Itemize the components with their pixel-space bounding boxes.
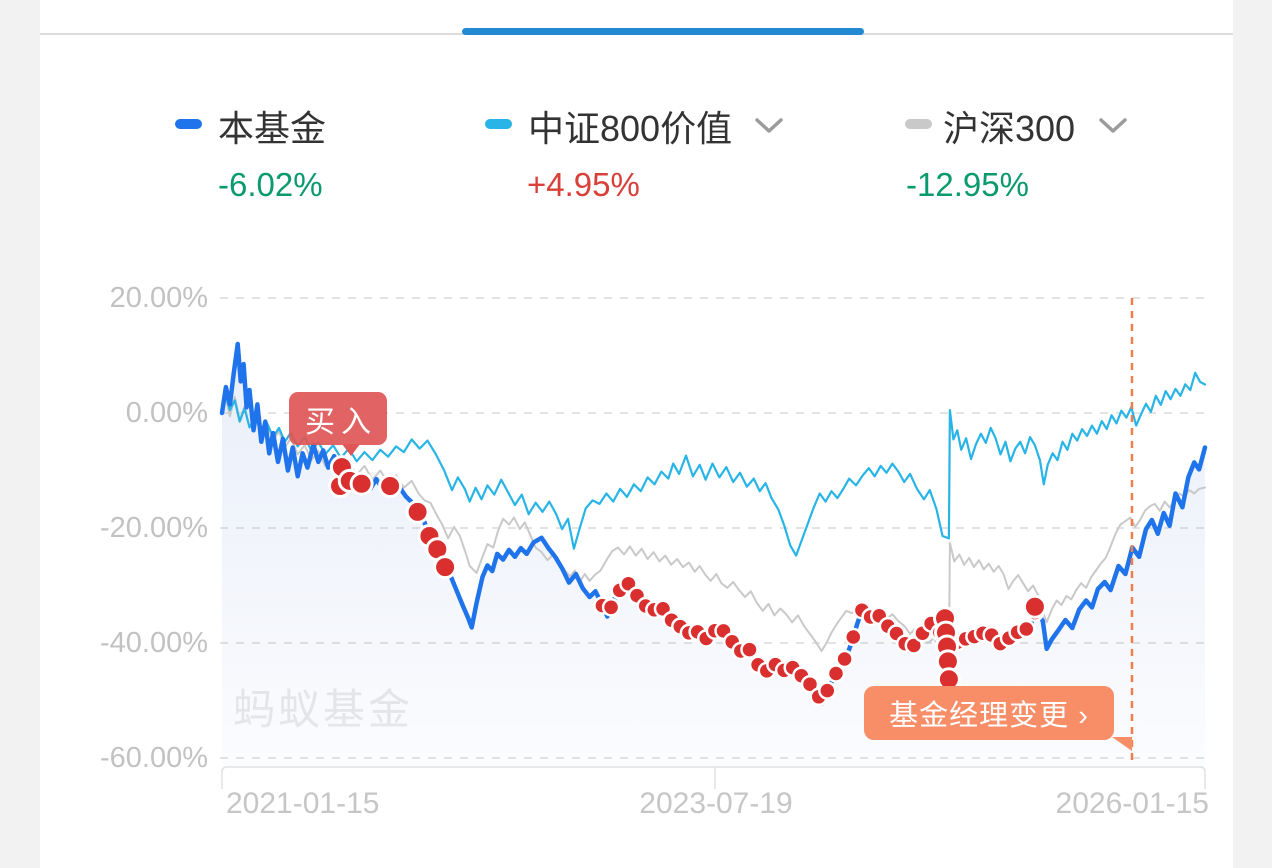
buy-trail-dot xyxy=(800,674,820,694)
buy-trail-dot xyxy=(740,640,759,659)
fund-line-marker xyxy=(175,119,202,129)
buy-trail-dot xyxy=(991,634,1010,653)
buy-marker-dot xyxy=(934,620,958,645)
buy-annotation-pointer xyxy=(342,444,360,456)
buy-marker-dot xyxy=(405,499,430,524)
buy-marker-dot xyxy=(433,555,458,580)
buy-trail-dot xyxy=(774,661,794,680)
manager-change-annotation[interactable]: 基金经理变更 › xyxy=(864,686,1132,751)
buy-trail-dot xyxy=(593,596,612,615)
buy-trail-dot xyxy=(766,655,785,674)
buy-trail-dot xyxy=(956,629,975,649)
buy-trail-dot xyxy=(671,617,690,636)
chevron-down-icon[interactable] xyxy=(754,116,784,140)
buy-trail-dot xyxy=(844,627,863,647)
manager-change-label: 基金经理变更 › xyxy=(889,700,1089,732)
x-axis xyxy=(221,766,1206,789)
fund-return-value: -6.02% xyxy=(218,166,323,203)
buy-trail-dot xyxy=(861,607,880,627)
buy-marker-dot xyxy=(933,606,957,631)
buy-marker-dot xyxy=(417,524,442,548)
buy-trail-dot xyxy=(792,666,811,685)
buy-trail-dot xyxy=(1025,603,1045,622)
buy-trail-dot xyxy=(930,623,950,642)
manager-change-pointer xyxy=(1112,737,1132,751)
buy-trail-dot xyxy=(852,600,872,620)
buy-marker-dot xyxy=(425,537,450,562)
y-tick-label: 0.00% xyxy=(125,397,208,429)
buy-marker-dot xyxy=(349,471,374,496)
y-tick-label: -20.00% xyxy=(99,512,208,544)
y-tick-label: 20.00% xyxy=(109,282,208,314)
buy-trail-dot xyxy=(999,628,1019,648)
buy-trail-dot xyxy=(921,614,941,633)
csi800value-legend-label: 中证800价值 xyxy=(528,108,733,149)
left-edge-strip xyxy=(0,0,40,868)
buy-marker-dot xyxy=(329,455,354,480)
buy-trail-dot xyxy=(688,622,707,642)
buy-marker-dot xyxy=(1022,594,1047,619)
buy-trail-dot xyxy=(601,598,621,617)
buy-trail-dot xyxy=(835,649,854,669)
buy-trail-dot xyxy=(887,624,906,643)
buy-trail-dot xyxy=(947,633,967,652)
buy-marker-dot xyxy=(328,474,352,498)
csi300-return-value: -12.95% xyxy=(906,166,1029,203)
x-tick-label: 2023-07-19 xyxy=(639,787,793,820)
buy-trail-dot xyxy=(895,634,915,653)
buy-trail-dot xyxy=(748,655,768,675)
y-tick-label: -40.00% xyxy=(99,627,208,659)
buy-marker-dot xyxy=(935,649,960,674)
right-edge-strip xyxy=(1233,0,1272,868)
buy-trail-dot xyxy=(878,616,898,636)
buy-trail-dot xyxy=(809,687,828,707)
ant-fund-watermark: 蚂蚁基金 xyxy=(233,686,414,733)
buy-trail-dot xyxy=(904,636,924,655)
buy-trail-dot xyxy=(913,623,932,643)
buy-trail-dot xyxy=(818,681,837,700)
buy-trail-dot xyxy=(705,621,725,640)
csi300-line-marker xyxy=(905,119,932,129)
chevron-down-icon[interactable] xyxy=(1098,116,1128,140)
csi800value-return-value: +4.95% xyxy=(527,166,640,203)
buy-marker-dot xyxy=(378,474,403,498)
buy-trail-dot xyxy=(610,581,629,600)
fund-legend-label: 本基金 xyxy=(218,108,327,149)
buy-trail-dot xyxy=(662,610,681,630)
y-tick-label: -60.00% xyxy=(99,742,208,774)
buy-trail-dot xyxy=(869,606,889,626)
buy-trail-dot xyxy=(653,599,673,619)
buy-annotation: 买入 xyxy=(289,392,387,456)
buy-trail-dot xyxy=(1017,619,1036,639)
buy-trail-dot xyxy=(714,621,733,641)
buy-trail-dot xyxy=(982,625,1001,645)
buy-trail-dot xyxy=(783,658,802,677)
csi300-legend-label: 沪深300 xyxy=(943,108,1076,149)
buy-trail-dot xyxy=(645,600,664,620)
buy-trail-dot xyxy=(731,641,751,661)
buy-trail-dot xyxy=(636,596,655,616)
buy-trail-dot xyxy=(757,661,777,681)
buy-trail-dot xyxy=(722,632,742,652)
buy-trail-dot xyxy=(939,656,958,676)
buy-trail-dot xyxy=(619,574,638,593)
buy-trail-dot xyxy=(696,629,716,648)
buy-trail-dot xyxy=(973,623,993,643)
buy-annotation-label: 买入 xyxy=(305,405,377,439)
x-tick-label: 2026-01-15 xyxy=(1055,787,1209,820)
buy-trail-dot xyxy=(1008,622,1027,642)
buy-trail-dot xyxy=(679,623,699,643)
active-tab-indicator[interactable] xyxy=(462,28,864,35)
x-tick-label: 2021-01-15 xyxy=(226,787,380,820)
csi800value-line-marker xyxy=(485,119,512,129)
buy-trail-dot xyxy=(826,664,846,683)
buy-trail-dot xyxy=(627,586,647,605)
buy-trail-dot xyxy=(965,627,984,646)
buy-marker-dot xyxy=(935,634,959,659)
buy-marker-dot xyxy=(337,468,362,493)
